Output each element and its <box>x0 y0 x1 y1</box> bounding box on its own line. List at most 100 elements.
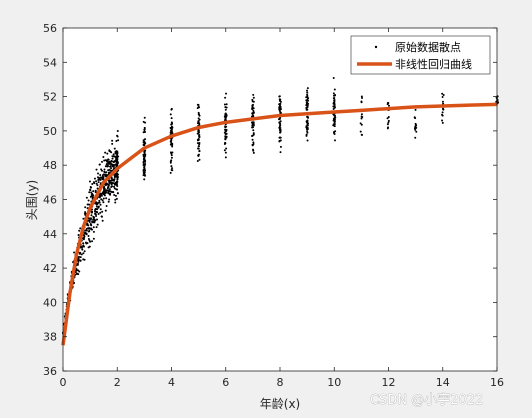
scatter-point <box>101 199 104 202</box>
y-tick-label: 50 <box>43 125 57 138</box>
scatter-point <box>103 159 106 162</box>
scatter-point <box>142 170 145 173</box>
axis-ticks <box>62 27 498 372</box>
scatter-point <box>224 106 227 109</box>
scatter-point <box>94 189 97 192</box>
scatter-point <box>305 125 308 128</box>
scatter-point <box>105 204 108 207</box>
scatter-point <box>224 138 227 141</box>
scatter-point <box>251 112 254 115</box>
scatter-point <box>106 152 109 155</box>
scatter-point <box>103 186 106 189</box>
scatter-point <box>77 255 80 258</box>
scatter-point <box>113 155 116 158</box>
scatter-point <box>85 227 88 230</box>
scatter-point <box>94 210 97 213</box>
scatter-point <box>197 120 200 123</box>
scatter-point <box>169 151 172 154</box>
scatter-point <box>116 129 119 132</box>
scatter-point <box>306 139 309 142</box>
scatter-point <box>198 150 201 153</box>
y-tick-label: 42 <box>43 262 57 275</box>
scatter-point <box>99 208 102 211</box>
scatter-point <box>105 183 108 186</box>
scatter-point <box>306 115 309 118</box>
x-tick-label: 6 <box>222 376 229 389</box>
scatter-point <box>224 135 227 138</box>
scatter-point <box>113 167 116 170</box>
scatter-point <box>82 217 85 220</box>
scatter-point <box>143 178 146 181</box>
scatter-point <box>104 159 107 162</box>
scatter-point <box>359 122 362 125</box>
scatter-point <box>306 130 309 133</box>
scatter-point <box>198 136 201 139</box>
scatter-point <box>89 195 92 198</box>
scatter-point <box>110 191 113 194</box>
scatter-point <box>359 130 362 133</box>
scatter-point <box>111 157 114 160</box>
scatter-point <box>279 136 282 139</box>
scatter-point <box>112 153 115 156</box>
scatter-point <box>97 172 100 175</box>
scatter-point <box>104 209 107 212</box>
scatter-point <box>77 260 80 263</box>
scatter-point <box>333 114 336 117</box>
legend: 原始数据散点 非线性回归曲线 <box>350 35 491 75</box>
scatter-point <box>306 106 309 109</box>
scatter-point <box>387 121 390 124</box>
scatter-point <box>223 103 226 106</box>
scatter-point <box>441 119 444 122</box>
scatter-point <box>116 192 119 195</box>
scatter-point <box>95 180 98 183</box>
scatter-point <box>170 129 173 132</box>
scatter-point <box>105 197 108 200</box>
scatter-point <box>143 151 146 154</box>
scatter-point <box>96 218 99 221</box>
scatter-point <box>332 131 335 134</box>
scatter-point <box>279 151 282 154</box>
scatter-point <box>101 192 104 195</box>
scatter-point <box>83 236 86 239</box>
y-tick-label: 54 <box>43 56 57 69</box>
scatter-point <box>196 132 199 135</box>
scatter-point <box>306 93 309 96</box>
scatter-point <box>82 245 85 248</box>
scatter-point <box>85 223 88 226</box>
scatter-point <box>252 133 255 136</box>
scatter-point <box>111 139 114 142</box>
scatter-point <box>170 108 173 111</box>
scatter-point <box>104 151 107 154</box>
scatter-point <box>144 174 147 177</box>
scatter-point <box>88 239 91 242</box>
scatter-point <box>441 95 444 98</box>
scatter-point <box>197 153 200 156</box>
scatter-point <box>91 183 94 186</box>
scatter-point <box>80 253 83 256</box>
y-tick-label: 40 <box>43 296 57 309</box>
scatter-point <box>306 108 309 111</box>
scatter-point <box>100 198 103 201</box>
scatter-point <box>83 258 86 261</box>
scatter-point <box>87 235 90 238</box>
scatter-point <box>115 180 118 183</box>
scatter-point <box>92 230 95 233</box>
scatter-point <box>252 129 255 132</box>
scatter-point <box>76 262 79 265</box>
scatter-point <box>90 214 93 217</box>
scatter-point <box>79 251 82 254</box>
scatter-point <box>92 226 95 229</box>
scatter-point <box>142 168 145 171</box>
scatter-point <box>388 104 391 107</box>
scatter-point <box>98 199 101 202</box>
scatter-point <box>113 147 116 150</box>
legend-label-line: 非线性回归曲线 <box>395 57 472 71</box>
scatter-point <box>224 113 227 116</box>
legend-scatter-marker <box>374 45 378 49</box>
scatter-point <box>252 107 255 110</box>
scatter-point <box>110 177 113 180</box>
scatter-point <box>111 179 114 182</box>
scatter-point <box>442 94 445 97</box>
scatter-point <box>361 133 364 136</box>
scatter-point <box>113 194 116 197</box>
